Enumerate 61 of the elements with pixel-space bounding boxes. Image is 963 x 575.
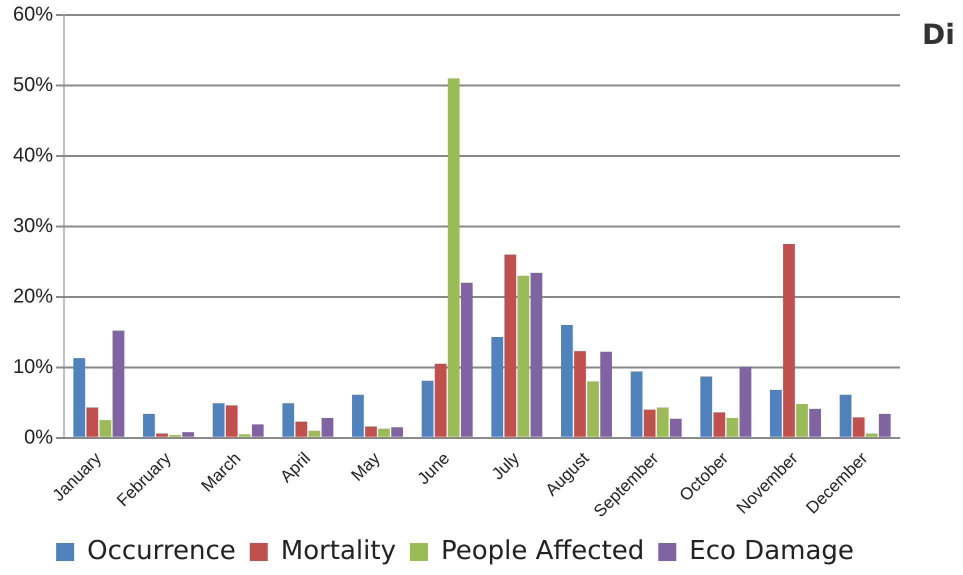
bar bbox=[670, 418, 682, 437]
bar bbox=[100, 420, 112, 437]
bar bbox=[282, 403, 294, 437]
y-tick-label: 30% bbox=[13, 214, 54, 237]
bar bbox=[840, 394, 852, 437]
bar bbox=[422, 380, 434, 437]
y-tick-label: 60% bbox=[13, 4, 54, 26]
bar bbox=[491, 337, 504, 437]
bar bbox=[700, 376, 712, 437]
bar bbox=[112, 330, 124, 437]
bar bbox=[740, 366, 752, 437]
bar bbox=[226, 405, 238, 437]
bar bbox=[600, 352, 612, 437]
bar bbox=[252, 424, 264, 437]
bar bbox=[518, 276, 530, 437]
y-tick-label: 0% bbox=[24, 426, 54, 448]
bar bbox=[365, 426, 377, 437]
bar bbox=[878, 414, 891, 437]
bar bbox=[852, 417, 865, 437]
bar bbox=[783, 244, 795, 437]
bar bbox=[322, 418, 334, 437]
bar bbox=[561, 325, 573, 437]
bar bbox=[156, 434, 168, 437]
bar bbox=[504, 254, 516, 437]
bar bbox=[308, 430, 320, 437]
bar bbox=[143, 414, 155, 437]
bar bbox=[391, 427, 403, 437]
legend-label: Occurrence bbox=[87, 536, 236, 566]
bar bbox=[644, 410, 656, 437]
y-tick-label: 50% bbox=[13, 74, 54, 96]
bar bbox=[182, 432, 194, 437]
bar bbox=[73, 358, 86, 437]
bar bbox=[434, 364, 447, 437]
bar bbox=[656, 407, 669, 437]
legend-label: Eco Damage bbox=[689, 536, 854, 566]
y-tick-label: 10% bbox=[13, 356, 54, 378]
y-tick-label: 40% bbox=[13, 144, 54, 166]
legend-label: People Affected bbox=[440, 536, 644, 566]
bar bbox=[713, 412, 726, 437]
bar bbox=[866, 434, 878, 437]
bar bbox=[530, 272, 542, 437]
bar bbox=[352, 394, 364, 437]
bar bbox=[587, 381, 599, 437]
bar bbox=[212, 403, 224, 437]
text: Di bbox=[922, 18, 955, 51]
bar bbox=[460, 282, 473, 437]
bar bbox=[574, 351, 586, 437]
bar bbox=[726, 418, 738, 437]
bar bbox=[238, 434, 251, 437]
y-tick-label: 20% bbox=[13, 285, 54, 308]
bar bbox=[448, 78, 460, 437]
bar bbox=[630, 372, 642, 437]
legend-label: Mortality bbox=[280, 536, 396, 566]
bar bbox=[770, 390, 782, 437]
bar bbox=[796, 404, 808, 437]
bar bbox=[378, 428, 390, 437]
bar bbox=[86, 407, 98, 437]
x-tick-label: July bbox=[488, 448, 524, 484]
x-tick-label: May bbox=[348, 448, 384, 485]
bar bbox=[295, 422, 308, 437]
bar bbox=[809, 408, 821, 437]
